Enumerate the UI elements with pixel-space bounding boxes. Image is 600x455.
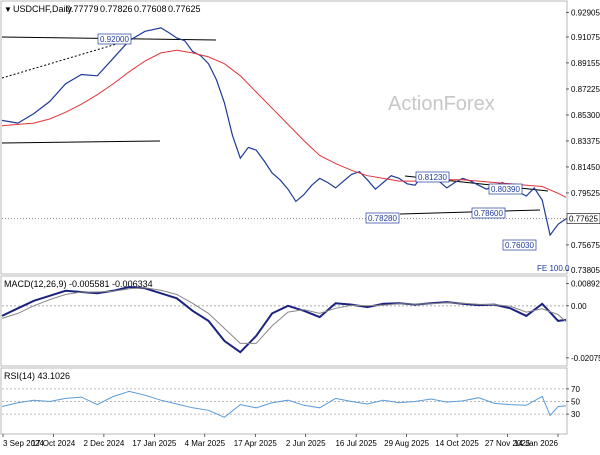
price-axis: 0.92905 0.91075 0.89155 0.87225 0.85300 0.833…	[566, 8, 600, 275]
price-series-line	[1, 27, 567, 237]
macd-panel-frame	[0, 275, 568, 367]
macd-series-line	[1, 287, 567, 344]
annotation-fe100: FE 100.0	[537, 264, 570, 273]
annotation-80390: 0.80390	[491, 185, 520, 194]
annotation-76030: 0.76030	[505, 241, 534, 250]
rsi-axis: 70 50 30	[2, 385, 580, 419]
y-tick-label: 30	[571, 410, 580, 419]
dropdown-triangle-icon[interactable]: ▼	[4, 5, 12, 14]
price-panel-frame	[0, 0, 568, 275]
ohlc-open: 0.77779	[66, 4, 99, 14]
y-tick-label: 0.81450	[571, 163, 600, 172]
x-tick-label: 4 Mar 2025	[185, 439, 226, 448]
x-tick-label: 2 Jun 2025	[286, 439, 326, 448]
x-tick-label: 17 Jan 2025	[132, 439, 177, 448]
current-price-label: 0.77625	[569, 215, 598, 224]
y-tick-label: 0.92905	[571, 8, 600, 17]
triangle-lower-line	[399, 209, 541, 215]
y-tick-label: 0.87225	[571, 85, 600, 94]
lower-channel-line	[1, 140, 161, 144]
macd-axis: 0.008923 0.00 -0.020759	[2, 279, 600, 363]
rsi-series-line	[1, 390, 567, 418]
x-tick-label: 29 Aug 2025	[384, 439, 429, 448]
y-tick-label: 0.73805	[571, 266, 600, 275]
current-price-box	[566, 213, 600, 224]
price-series-group	[1, 27, 567, 237]
y-tick-label: 0.85300	[571, 111, 600, 120]
ohlc-high: 0.77826	[100, 4, 133, 14]
y-tick-label: 0.91075	[571, 33, 600, 42]
rsi-header: RSI(14) 43.1026	[4, 371, 70, 381]
y-tick-label: 0.83375	[571, 137, 600, 146]
price-series-line	[1, 49, 567, 198]
y-tick-label: 0.79525	[571, 189, 600, 198]
y-tick-label: 0.75675	[571, 241, 600, 250]
x-tick-label: 14 Oct 2025	[435, 439, 479, 448]
macd-series-group	[1, 285, 567, 354]
y-tick-label: 50	[571, 398, 580, 407]
rsi-series-group	[1, 390, 567, 418]
annotation-78280: 0.78280	[368, 214, 397, 223]
y-tick-label: -0.020759	[571, 354, 600, 363]
ohlc-close: 0.77625	[168, 4, 201, 14]
annotation-high: 0.92000	[100, 35, 129, 44]
annotation-78600: 0.78600	[474, 209, 503, 218]
symbol-header: USDCHF,Daily	[13, 4, 73, 14]
x-tick-label: 2 Dec 2024	[83, 439, 124, 448]
x-tick-label: 17 Apr 2025	[234, 439, 278, 448]
y-tick-label: 0.00	[571, 302, 587, 311]
price-annotations: 0.92000 0.81230 0.80390 0.78600 0.78280 …	[97, 33, 570, 273]
x-tick-label: 27 Nov 2025	[485, 439, 531, 448]
macd-series-line	[1, 285, 567, 354]
watermark-text: ActionForex	[388, 93, 495, 115]
x-tick-label: 14 Jan 2026	[514, 439, 559, 448]
macd-header: MACD(12,26,9) -0.005581 -0.006334	[4, 279, 153, 289]
y-tick-label: 0.008923	[571, 279, 600, 288]
x-tick-label: 3 Sep 2024	[3, 439, 44, 448]
y-tick-label: 70	[571, 385, 580, 394]
x-tick-label: 16 Jul 2025	[335, 439, 377, 448]
x-tick-label: 17 Oct 2024	[32, 439, 76, 448]
ohlc-low: 0.77608	[134, 4, 167, 14]
y-tick-label: 0.89155	[571, 59, 600, 68]
annotation-81230: 0.81230	[418, 173, 447, 182]
